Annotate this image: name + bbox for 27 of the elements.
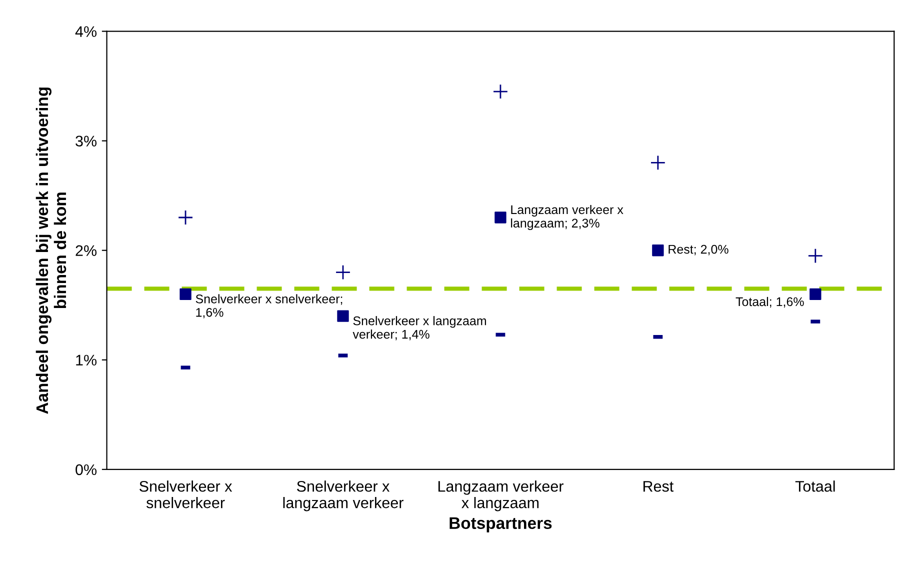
point [337,310,349,322]
x-tick-label: Rest [643,481,674,492]
y-tick-label: 1% [76,354,97,366]
point [650,155,666,170]
data-label: Snelverkeer x snelverkeer; 1,6% [196,294,342,318]
data-label: Langzaam verkeer x langzaam; 2,3% [511,204,624,230]
point [652,244,664,256]
y-tick-label: 3% [76,136,97,147]
data-label: Snelverkeer x langzaam verkeer; 1,4% [352,316,486,340]
point [810,288,822,300]
y-tick-label: 2% [76,245,97,256]
point [180,288,192,300]
data-label: Rest; 2,0% [668,244,728,256]
y-tick-label: 0% [76,464,97,476]
x-tick-label: Totaal [795,480,835,492]
point [335,264,351,280]
x-axis-title: Botspartners [450,517,552,532]
x-tick-label: Snelverkeer x langzaam verkeer [283,480,404,512]
data-label: Totaal; 1,6% [736,296,804,308]
x-tick-label: Langzaam verkeer x langzaam [438,480,564,512]
x-tick-label: Snelverkeer x snelverkeer [140,480,232,508]
y-tick-label: 4% [75,26,97,37]
point [494,212,506,224]
point [492,84,508,100]
point [178,210,194,226]
y-axis-title: Aandeel ongevallen bij werk in uitvoering binnen de kom [36,88,66,414]
point [808,248,824,264]
